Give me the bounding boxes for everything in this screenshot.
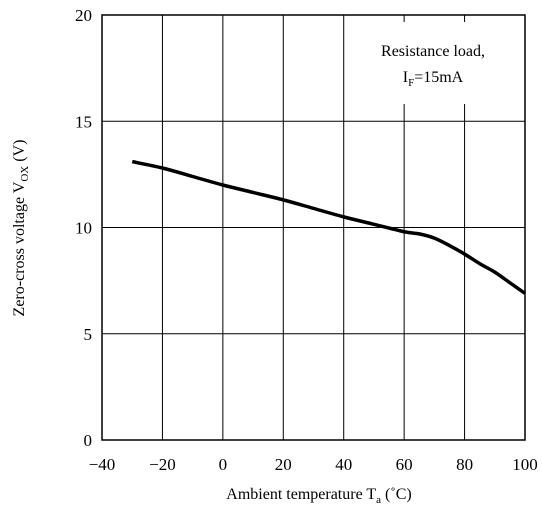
plot-frame [101, 14, 526, 441]
y-tick-label: 0 [84, 431, 93, 450]
annotation-current-value: =15mA [414, 69, 463, 86]
y-axis-label-unit: (V) [11, 140, 28, 166]
x-tick-label: −20 [149, 455, 176, 474]
annotation: Resistance load, IF=15mA [350, 22, 514, 104]
x-tick-label: 60 [396, 455, 413, 474]
x-tick-label: −40 [89, 455, 116, 474]
y-tick-label: 15 [75, 112, 92, 131]
y-tick-label: 10 [75, 219, 92, 238]
x-tick-label: 100 [512, 455, 538, 474]
series-layer [131, 159, 527, 295]
x-axis-label-unit: (˚C) [381, 486, 412, 503]
x-axis-label-main: Ambient temperature T [226, 486, 376, 503]
annotation-current-symbol: I [403, 69, 408, 86]
x-axis-label-sub: a [376, 494, 381, 506]
series-line [131, 159, 527, 295]
y-axis-label-main: Zero-cross voltage V [11, 181, 28, 316]
annotation-current-subscript: F [408, 77, 414, 89]
annotation-line1: Resistance load, [381, 43, 485, 60]
y-axis-label: Zero-cross voltage VOX (V) [11, 140, 31, 317]
y-tick-label: 20 [75, 6, 92, 25]
x-tick-label: 80 [456, 455, 473, 474]
annotation-line2: IF=15mA [403, 69, 464, 89]
annotation-background [350, 22, 514, 104]
x-axis-label: Ambient temperature Ta (˚C) [226, 486, 411, 506]
x-tick-label: 40 [335, 455, 352, 474]
x-tick-label: 20 [275, 455, 292, 474]
y-tick-label: 5 [84, 325, 93, 344]
y-axis-label-sub: OX [19, 166, 31, 182]
x-tick-label: 0 [219, 455, 228, 474]
tick-labels: −40 −20 0 20 40 60 80 100 0 5 10 15 20 [75, 6, 538, 474]
